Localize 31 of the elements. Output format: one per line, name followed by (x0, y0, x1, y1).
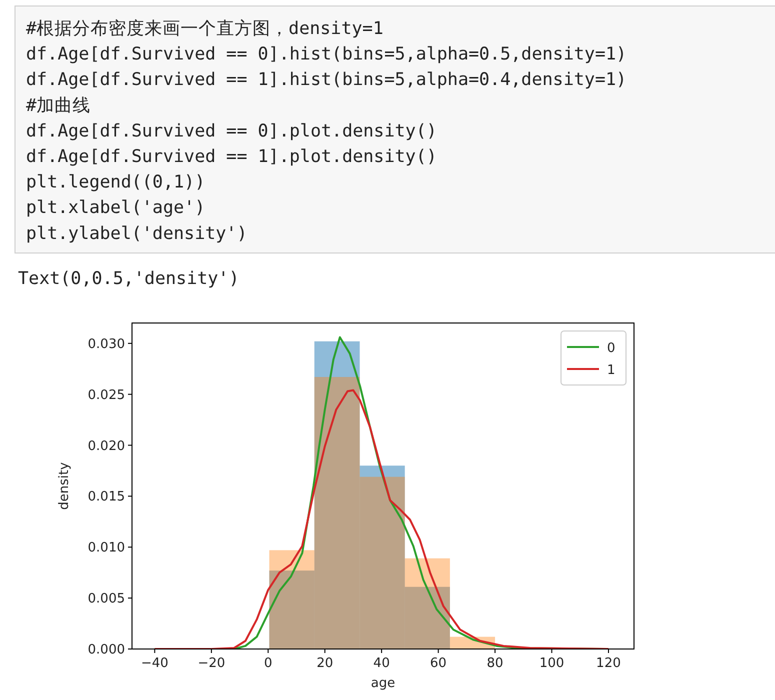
x-tick-label: −40 (140, 656, 168, 671)
y-tick-label: 0.000 (88, 642, 125, 658)
y-tick-label: 0.010 (88, 540, 125, 556)
y-tick-label: 0.005 (88, 592, 125, 607)
text: plt.ylabel('density') (26, 224, 248, 244)
text: df.Age[df.Survived == 0].plot.density() (26, 121, 437, 142)
x-tick-label: 40 (373, 656, 390, 671)
x-tick-label: 100 (539, 656, 564, 671)
text: #加曲线 (26, 96, 91, 116)
text: plt.xlabel('age') (26, 198, 206, 218)
x-tick-label: −20 (198, 656, 226, 671)
legend-label: 0 (607, 341, 616, 356)
text: plt.legend((0,1)) (26, 172, 206, 193)
x-axis-title: age (370, 676, 396, 691)
text: #根据分布密度来画一个直方图，density=1 (26, 18, 384, 39)
text: Text(0,0.5,'density') (18, 269, 240, 289)
x-tick-label: 60 (430, 656, 447, 671)
y-tick-label: 0.030 (88, 336, 125, 352)
text: df.Age[df.Survived == 1].plot.density() (26, 147, 437, 167)
y-tick-label: 0.020 (88, 438, 125, 454)
x-tick-label: 20 (316, 656, 334, 671)
text: df.Age[df.Survived == 1].hist(bins=5,alpha=0.4,density=1) (26, 70, 627, 90)
y-tick-label: 0.015 (88, 490, 125, 505)
text: df.Age[df.Survived == 0].hist(bins=5,alpha=0.5,density=1) (26, 44, 627, 65)
legend-label: 1 (607, 363, 616, 378)
line-series (154, 389, 610, 649)
y-tick-label: 0.025 (88, 388, 125, 403)
x-tick-label: 120 (596, 656, 621, 671)
y-axis-title: density (57, 462, 72, 510)
x-tick-label: 80 (486, 656, 504, 671)
x-tick-label: 0 (264, 656, 272, 671)
